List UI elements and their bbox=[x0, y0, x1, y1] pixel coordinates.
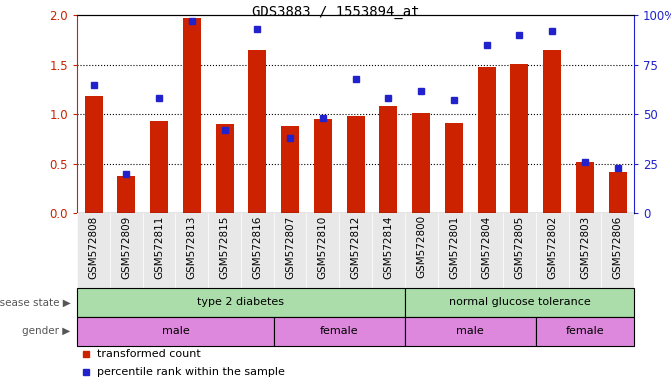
Bar bbox=[601, 213, 634, 288]
Text: female: female bbox=[566, 326, 605, 336]
Bar bbox=[175, 213, 208, 288]
Bar bbox=[405, 213, 437, 288]
Bar bbox=[307, 213, 340, 288]
Text: GSM572813: GSM572813 bbox=[187, 215, 197, 279]
Bar bbox=[544, 50, 561, 213]
Bar bbox=[340, 213, 372, 288]
Bar bbox=[77, 317, 274, 346]
Bar bbox=[208, 213, 241, 288]
Bar bbox=[576, 162, 594, 213]
Bar bbox=[117, 175, 136, 213]
Text: GSM572814: GSM572814 bbox=[383, 215, 393, 279]
Text: female: female bbox=[320, 326, 358, 336]
Bar bbox=[503, 213, 536, 288]
Text: gender ▶: gender ▶ bbox=[22, 326, 70, 336]
Bar bbox=[609, 172, 627, 213]
Bar bbox=[412, 113, 430, 213]
Bar bbox=[536, 213, 568, 288]
Bar bbox=[445, 123, 463, 213]
Bar bbox=[248, 50, 266, 213]
Text: GSM572805: GSM572805 bbox=[515, 215, 525, 279]
Text: type 2 diabetes: type 2 diabetes bbox=[197, 297, 285, 308]
Bar bbox=[314, 119, 332, 213]
Bar bbox=[77, 213, 110, 288]
Bar bbox=[274, 317, 405, 346]
Text: GSM572811: GSM572811 bbox=[154, 215, 164, 279]
Bar bbox=[405, 317, 536, 346]
Text: GSM572810: GSM572810 bbox=[318, 215, 328, 279]
Bar bbox=[379, 106, 397, 213]
Bar bbox=[183, 18, 201, 213]
Text: GSM572803: GSM572803 bbox=[580, 215, 590, 279]
Bar bbox=[143, 213, 175, 288]
Text: male: male bbox=[162, 326, 189, 336]
Text: normal glucose tolerance: normal glucose tolerance bbox=[448, 297, 590, 308]
Bar bbox=[437, 213, 470, 288]
Bar bbox=[77, 288, 405, 317]
Bar bbox=[281, 126, 299, 213]
Text: disease state ▶: disease state ▶ bbox=[0, 297, 70, 308]
Bar bbox=[215, 124, 234, 213]
Text: transformed count: transformed count bbox=[97, 349, 201, 359]
Bar bbox=[85, 96, 103, 213]
Bar bbox=[536, 317, 634, 346]
Text: GSM572806: GSM572806 bbox=[613, 215, 623, 279]
Text: GSM572804: GSM572804 bbox=[482, 215, 492, 279]
Text: GSM572807: GSM572807 bbox=[285, 215, 295, 279]
Bar bbox=[470, 213, 503, 288]
Bar bbox=[150, 121, 168, 213]
Text: GSM572816: GSM572816 bbox=[252, 215, 262, 279]
Text: GSM572800: GSM572800 bbox=[416, 215, 426, 278]
Text: GSM572808: GSM572808 bbox=[89, 215, 99, 279]
Text: percentile rank within the sample: percentile rank within the sample bbox=[97, 366, 285, 377]
Text: GSM572802: GSM572802 bbox=[547, 215, 557, 279]
Bar bbox=[347, 116, 364, 213]
Text: GSM572812: GSM572812 bbox=[351, 215, 360, 279]
Text: GSM572809: GSM572809 bbox=[121, 215, 132, 279]
Bar bbox=[511, 64, 529, 213]
Bar bbox=[478, 67, 496, 213]
Bar bbox=[568, 213, 601, 288]
Text: GSM572801: GSM572801 bbox=[449, 215, 459, 279]
Text: GDS3883 / 1553894_at: GDS3883 / 1553894_at bbox=[252, 5, 419, 18]
Bar bbox=[110, 213, 143, 288]
Bar bbox=[372, 213, 405, 288]
Text: GSM572815: GSM572815 bbox=[219, 215, 229, 279]
Text: male: male bbox=[456, 326, 484, 336]
Bar bbox=[405, 288, 634, 317]
Bar bbox=[274, 213, 307, 288]
Bar bbox=[241, 213, 274, 288]
